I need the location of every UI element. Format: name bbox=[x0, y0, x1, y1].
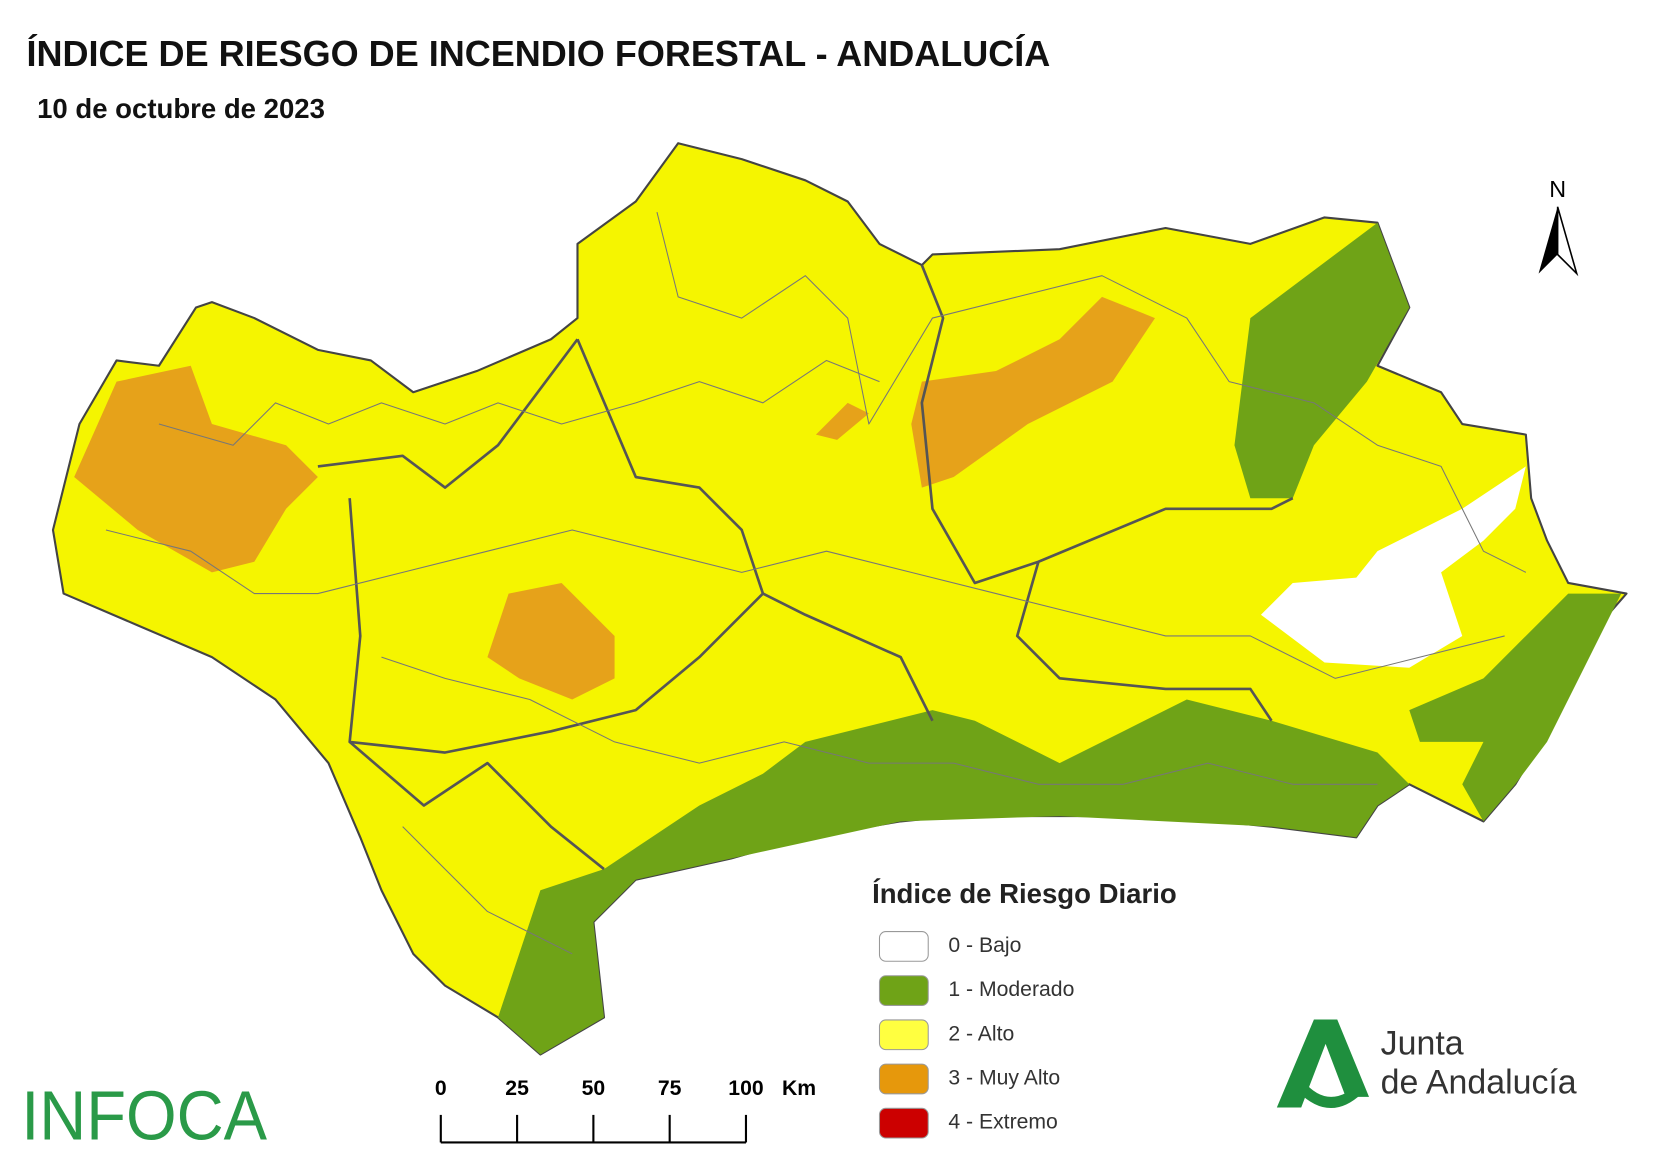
junta-text: de Andalucía bbox=[1381, 1064, 1577, 1102]
legend-label: 3 - Muy Alto bbox=[948, 1067, 1060, 1090]
legend-title: Índice de Riesgo Diario bbox=[872, 878, 1177, 909]
legend-label: 4 - Extremo bbox=[948, 1111, 1057, 1134]
municipal-border bbox=[402, 826, 573, 955]
legend-swatch bbox=[878, 975, 929, 1006]
scale-label: 25 bbox=[505, 1077, 529, 1100]
junta-logo: Junta de Andalucía bbox=[1276, 1019, 1577, 1109]
province-border bbox=[1015, 561, 1273, 722]
legend-label: 0 - Bajo bbox=[948, 934, 1021, 957]
north-arrow: N bbox=[1538, 176, 1579, 277]
region-moderado bbox=[498, 699, 1410, 1055]
infoca-logo: INFOCA bbox=[21, 1076, 267, 1154]
scale-bar: 0 25 50 75 100 Km bbox=[435, 1077, 816, 1144]
region-muy-alto bbox=[815, 402, 869, 440]
scale-label: 100 bbox=[728, 1077, 763, 1100]
scale-label: 0 bbox=[435, 1077, 447, 1100]
scale-label: 75 bbox=[658, 1077, 682, 1100]
legend-swatch bbox=[878, 1063, 929, 1095]
region-bajo bbox=[1260, 466, 1526, 668]
legend-swatch bbox=[878, 1107, 929, 1139]
municipal-border bbox=[105, 529, 1505, 679]
region-muy-alto bbox=[487, 582, 615, 700]
legend-label: 2 - Alto bbox=[948, 1022, 1014, 1045]
scale-label: 50 bbox=[582, 1077, 606, 1100]
municipal-border bbox=[158, 359, 880, 446]
subtitle: 10 de octubre de 2023 bbox=[37, 93, 325, 124]
north-label: N bbox=[1549, 176, 1566, 202]
legend: Índice de Riesgo Diario 0 - Bajo 1 - Mode… bbox=[872, 878, 1177, 1139]
map bbox=[51, 142, 1628, 1056]
junta-emblem bbox=[1298, 1080, 1362, 1109]
legend-swatch bbox=[878, 1019, 929, 1051]
province-border bbox=[348, 740, 605, 871]
scale-unit: Km bbox=[782, 1077, 816, 1100]
municipal-border bbox=[656, 211, 1527, 573]
legend-label: 1 - Moderado bbox=[948, 978, 1074, 1001]
region-moderado bbox=[1409, 593, 1622, 822]
province-border bbox=[348, 498, 934, 754]
junta-text: Junta bbox=[1381, 1024, 1464, 1062]
region-moderado bbox=[1234, 222, 1410, 499]
province-border bbox=[920, 264, 1294, 585]
arrow-half bbox=[1538, 206, 1558, 274]
province-border bbox=[576, 338, 765, 594]
region-muy-alto bbox=[911, 296, 1155, 488]
junta-emblem bbox=[1276, 1019, 1370, 1108]
region-muy-alto bbox=[74, 365, 318, 573]
legend-swatch bbox=[878, 931, 929, 962]
arrow-half bbox=[1556, 206, 1579, 277]
municipal-border bbox=[381, 656, 1378, 785]
title: ÍNDICE DE RIESGO DE INCENDIO FORESTAL - … bbox=[26, 33, 1050, 74]
province-border bbox=[317, 338, 579, 489]
